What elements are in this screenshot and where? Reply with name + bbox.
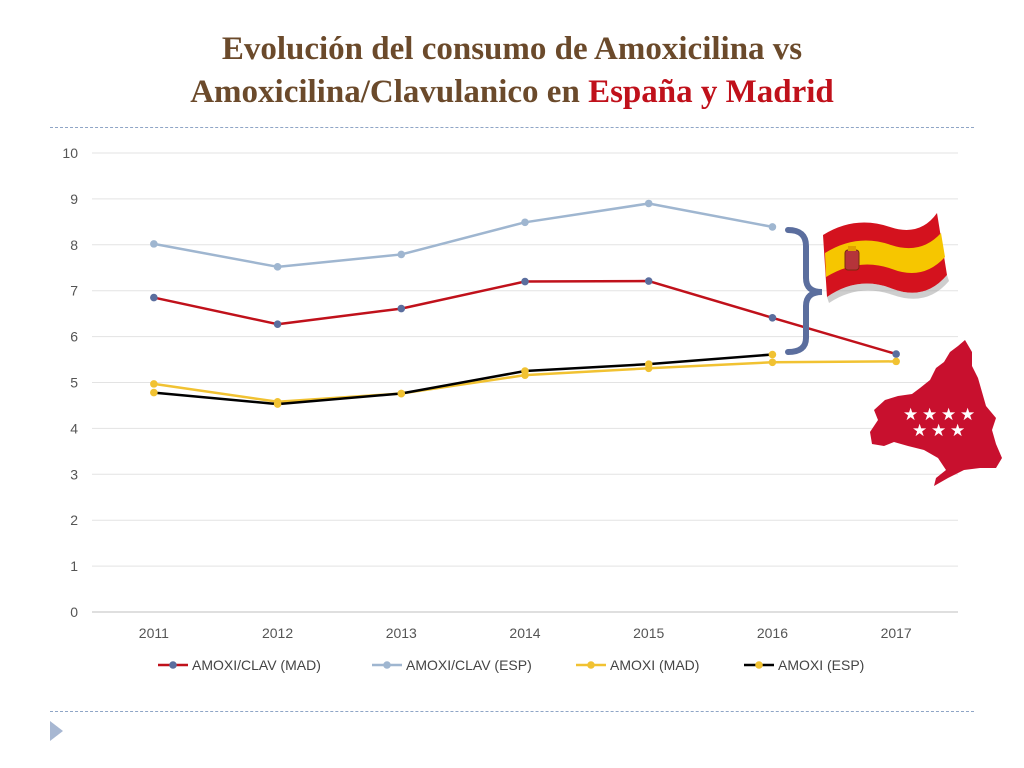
data-point-amoxi-esp — [273, 400, 282, 408]
chart-legend: AMOXI/CLAV (MAD) AMOXI/CLAV (ESP) AMOXI (M… — [158, 657, 864, 673]
chart-series — [150, 199, 900, 408]
x-tick-label: 2016 — [757, 625, 788, 641]
data-point-amoxi-mad — [150, 380, 158, 388]
data-point-amoxi-clav-esp — [273, 263, 282, 271]
title-line-2-prefix: Amoxicilina/Clavulanico en — [190, 74, 589, 110]
y-tick-label: 10 — [62, 145, 78, 161]
bottom-divider — [50, 711, 974, 712]
y-tick-label: 6 — [70, 329, 78, 345]
data-point-amoxi-clav-esp — [521, 218, 529, 227]
data-point-amoxi-clav-mad — [397, 304, 406, 313]
svg-text:★: ★ — [931, 421, 946, 441]
legend-marker — [169, 661, 177, 669]
data-point-amoxi-esp — [150, 388, 158, 397]
y-tick-label: 3 — [70, 466, 78, 482]
y-axis-ticks: 0 1 2 3 4 5 6 7 8 9 10 — [62, 145, 78, 620]
series-line-amoxi-esp — [153, 353, 773, 406]
series-line-amoxi-clav-esp — [153, 202, 773, 269]
y-tick-label: 7 — [70, 283, 78, 299]
x-tick-label: 2011 — [139, 625, 169, 641]
x-tick-label: 2017 — [881, 625, 912, 641]
chart-grid — [92, 152, 958, 613]
x-axis-ticks: 2011 2012 2013 2014 2015 2016 2017 — [139, 625, 912, 641]
x-tick-label: 2013 — [386, 625, 417, 641]
data-point-amoxi-clav-esp — [768, 223, 777, 231]
data-point-amoxi-esp — [521, 367, 529, 375]
data-point-amoxi-clav-esp — [644, 199, 653, 208]
data-point-amoxi-clav-mad — [521, 277, 529, 286]
legend-label: AMOXI (ESP) — [778, 657, 864, 673]
data-point-amoxi-esp — [768, 350, 777, 359]
legend-marker — [587, 661, 595, 669]
legend-marker — [383, 661, 391, 669]
data-point-amoxi-clav-mad — [273, 320, 282, 329]
svg-text:★: ★ — [912, 421, 927, 441]
bracket-icon — [785, 227, 823, 355]
data-point-amoxi-clav-mad — [768, 313, 777, 322]
y-tick-label: 9 — [70, 191, 78, 207]
y-tick-label: 4 — [70, 420, 78, 436]
svg-text:★: ★ — [950, 421, 965, 441]
slide-title: Evolución del consumo de Amoxicilina vs … — [0, 28, 1024, 114]
data-point-amoxi-mad — [892, 357, 900, 366]
series-line-amoxi-clav-mad — [153, 279, 897, 356]
y-tick-label: 5 — [70, 375, 78, 391]
legend-marker — [755, 661, 763, 669]
x-tick-label: 2014 — [509, 625, 540, 641]
play-triangle-icon[interactable] — [50, 721, 63, 741]
y-tick-label: 0 — [70, 604, 78, 620]
data-point-amoxi-esp — [644, 360, 653, 368]
data-point-amoxi-clav-mad — [644, 277, 653, 285]
spain-flag-icon — [823, 213, 949, 303]
svg-text:★: ★ — [903, 405, 918, 425]
title-line-1: Evolución del consumo de Amoxicilina vs — [221, 31, 803, 67]
map-stars: ★ ★ ★ ★ ★ ★ ★ — [903, 405, 975, 441]
madrid-map-icon: ★ ★ ★ ★ ★ ★ ★ — [870, 340, 1002, 486]
x-tick-label: 2012 — [262, 625, 293, 641]
data-point-amoxi-esp — [397, 389, 406, 398]
y-tick-label: 8 — [70, 237, 78, 253]
data-point-amoxi-mad — [768, 358, 777, 367]
svg-text:★: ★ — [960, 405, 975, 425]
x-tick-label: 2015 — [633, 625, 664, 641]
legend-label: AMOXI/CLAV (ESP) — [406, 657, 532, 673]
title-highlight: España y Madrid — [588, 74, 834, 110]
y-tick-label: 1 — [70, 558, 78, 574]
data-point-amoxi-clav-esp — [397, 250, 406, 259]
legend-label: AMOXI (MAD) — [610, 657, 699, 673]
svg-text:★: ★ — [922, 405, 937, 425]
legend-label: AMOXI/CLAV (MAD) — [192, 657, 321, 673]
svg-text:★: ★ — [941, 405, 956, 425]
data-point-amoxi-clav-esp — [150, 240, 158, 248]
title-line-2: Amoxicilina/Clavulanico en España y Madr… — [0, 71, 1024, 114]
y-tick-label: 2 — [70, 512, 78, 528]
top-divider — [50, 127, 974, 128]
data-point-amoxi-clav-mad — [892, 350, 900, 358]
data-point-amoxi-clav-mad — [150, 293, 158, 302]
